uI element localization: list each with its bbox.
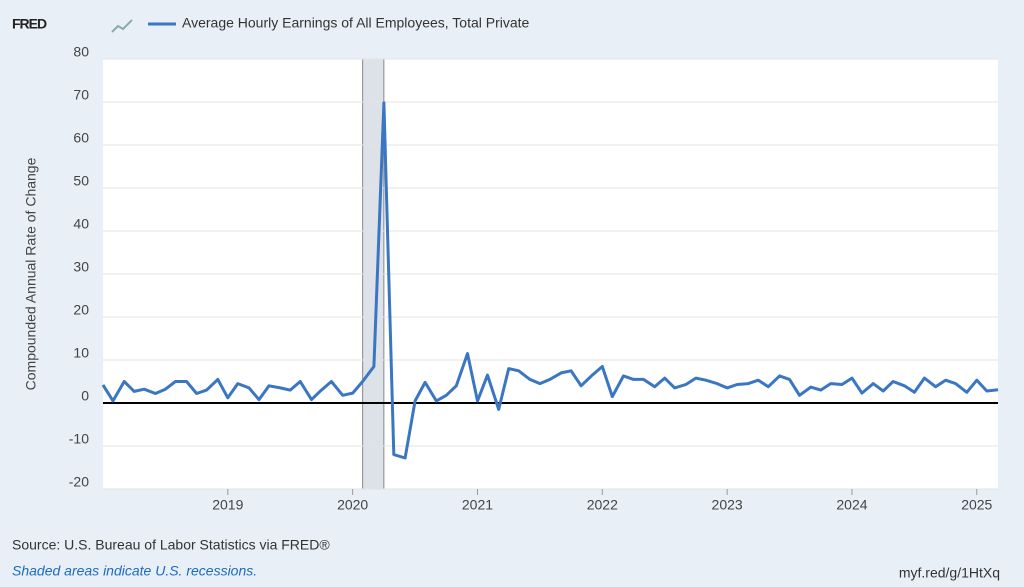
x-tick-label: 2020 bbox=[337, 497, 368, 513]
short-link[interactable]: myf.red/g/1HtXq bbox=[899, 565, 1000, 581]
y-tick-label: 10 bbox=[73, 345, 89, 361]
series-line bbox=[101, 101, 999, 460]
y-tick-label: 0 bbox=[81, 388, 89, 404]
x-tick-label: 2024 bbox=[836, 497, 867, 513]
x-tick-label: 2021 bbox=[462, 497, 493, 513]
y-tick-label: 30 bbox=[73, 259, 89, 275]
y-tick-label: 20 bbox=[73, 302, 89, 318]
x-tick-label: 2022 bbox=[587, 497, 618, 513]
x-tick-label: 2023 bbox=[712, 497, 743, 513]
y-tick-label: 40 bbox=[73, 216, 89, 232]
y-tick-label: 80 bbox=[73, 44, 89, 60]
y-tick-label: 50 bbox=[73, 173, 89, 189]
note: Shaded areas indicate U.S. recessions. bbox=[12, 563, 257, 579]
y-tick-label: 60 bbox=[73, 130, 89, 146]
y-tick-label: -10 bbox=[69, 431, 89, 447]
y-axis-label: Compounded Annual Rate of Change bbox=[23, 157, 39, 390]
source: Source: U.S. Bureau of Labor Statistics … bbox=[12, 537, 330, 553]
logo: FRED bbox=[12, 16, 47, 32]
x-tick-label: 2019 bbox=[212, 497, 243, 513]
y-tick-label: -20 bbox=[69, 474, 89, 490]
x-tick-label: 2025 bbox=[961, 497, 992, 513]
legend-label: Average Hourly Earnings of All Employees… bbox=[182, 15, 530, 31]
logo-icon bbox=[111, 19, 133, 33]
y-tick-label: 70 bbox=[73, 87, 89, 103]
